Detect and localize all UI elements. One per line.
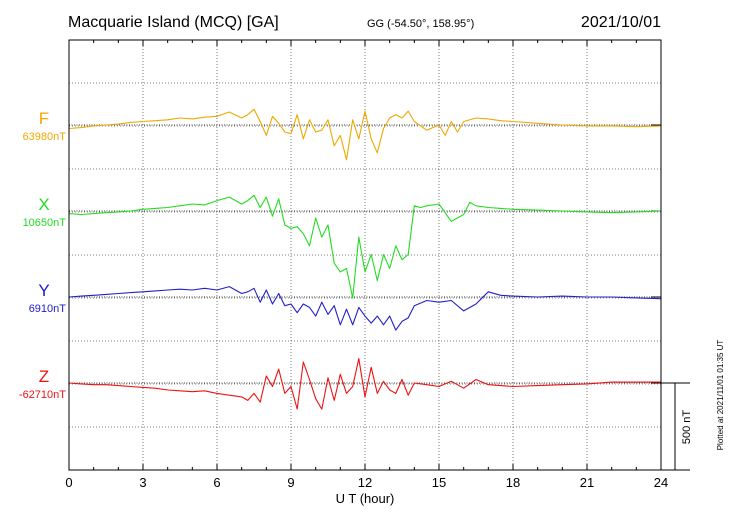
- series-name-f: F: [39, 109, 49, 128]
- x-tick-label: 6: [213, 475, 220, 490]
- series-labels: F 63980nT X 10650nT Y 6910nT Z -62710nT: [19, 109, 66, 401]
- series-line-x: [68, 194, 662, 299]
- x-tick-labels: 0 3 6 9 12 15 18 21 24: [65, 475, 668, 490]
- chart-title: Macquarie Island (MCQ) [GA]: [68, 14, 279, 31]
- x-tick-label: 0: [65, 475, 72, 490]
- x-tick-label: 12: [358, 475, 372, 490]
- plot-frame: [68, 39, 662, 471]
- series-line-f: [68, 108, 662, 161]
- scale-bar: 500 nT: [661, 382, 693, 471]
- chart-subtitle: GG (-54.50°, 158.95°): [367, 18, 474, 30]
- x-tick-label: 3: [139, 475, 146, 490]
- series-baseline-label-y: 6910nT: [29, 303, 67, 315]
- scale-bar-label: 500 nT: [681, 410, 693, 445]
- series-name-y: Y: [38, 281, 49, 300]
- plotted-at-note: Plotted at 2021/11/01 01:35 UT: [716, 340, 725, 451]
- series-lines: [68, 108, 662, 410]
- series-name-z: Z: [39, 367, 49, 386]
- x-tick-label: 9: [287, 475, 294, 490]
- series-baseline-label-z: -62710nT: [19, 389, 66, 401]
- x-tick-label: 18: [506, 475, 520, 490]
- x-tick-label: 21: [580, 475, 594, 490]
- x-tick-label: 15: [432, 475, 446, 490]
- series-line-z: [68, 358, 661, 410]
- chart-date: 2021/10/01: [581, 14, 661, 31]
- series-line-y: [68, 286, 662, 331]
- series-baseline-label-x: 10650nT: [23, 217, 67, 229]
- x-axis-label: U T (hour): [336, 491, 395, 506]
- x-tick-label: 24: [654, 475, 668, 490]
- series-baseline-label-f: 63980nT: [23, 131, 67, 143]
- series-name-x: X: [38, 195, 49, 214]
